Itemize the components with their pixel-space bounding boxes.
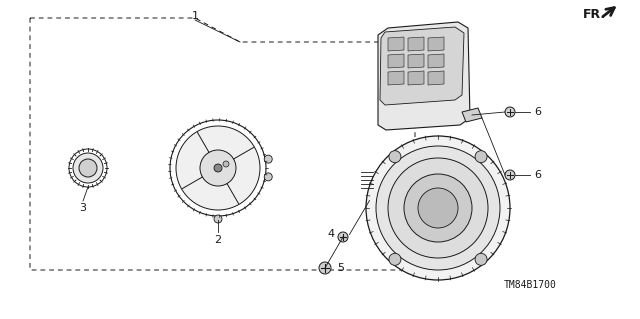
Circle shape: [475, 253, 487, 265]
Circle shape: [388, 158, 488, 258]
Circle shape: [73, 153, 103, 183]
Polygon shape: [408, 54, 424, 68]
Circle shape: [214, 164, 222, 172]
Circle shape: [264, 155, 272, 163]
Polygon shape: [408, 71, 424, 85]
Text: 4: 4: [328, 229, 335, 239]
Circle shape: [389, 253, 401, 265]
Polygon shape: [428, 71, 444, 85]
Text: 5: 5: [337, 263, 344, 273]
Text: 1: 1: [191, 11, 198, 21]
Circle shape: [404, 174, 472, 242]
Circle shape: [223, 161, 229, 167]
Circle shape: [389, 151, 401, 163]
Text: 6: 6: [534, 107, 541, 117]
Polygon shape: [462, 108, 482, 122]
Text: 2: 2: [214, 235, 221, 245]
Polygon shape: [378, 22, 470, 130]
Circle shape: [366, 136, 510, 280]
Circle shape: [214, 215, 222, 223]
Text: FR.: FR.: [583, 8, 606, 20]
Circle shape: [79, 159, 97, 177]
Polygon shape: [428, 37, 444, 51]
Circle shape: [338, 232, 348, 242]
Circle shape: [505, 170, 515, 180]
Polygon shape: [408, 37, 424, 51]
Circle shape: [418, 188, 458, 228]
Polygon shape: [428, 54, 444, 68]
Circle shape: [475, 151, 487, 163]
Polygon shape: [388, 71, 404, 85]
Circle shape: [200, 150, 236, 186]
Circle shape: [319, 262, 331, 274]
Text: 3: 3: [79, 203, 86, 213]
Text: 6: 6: [534, 170, 541, 180]
Circle shape: [176, 126, 260, 210]
Polygon shape: [388, 37, 404, 51]
Polygon shape: [380, 27, 464, 105]
Circle shape: [264, 173, 272, 181]
Text: TM84B1700: TM84B1700: [504, 280, 556, 290]
Circle shape: [376, 146, 500, 270]
Polygon shape: [388, 54, 404, 68]
Circle shape: [505, 107, 515, 117]
